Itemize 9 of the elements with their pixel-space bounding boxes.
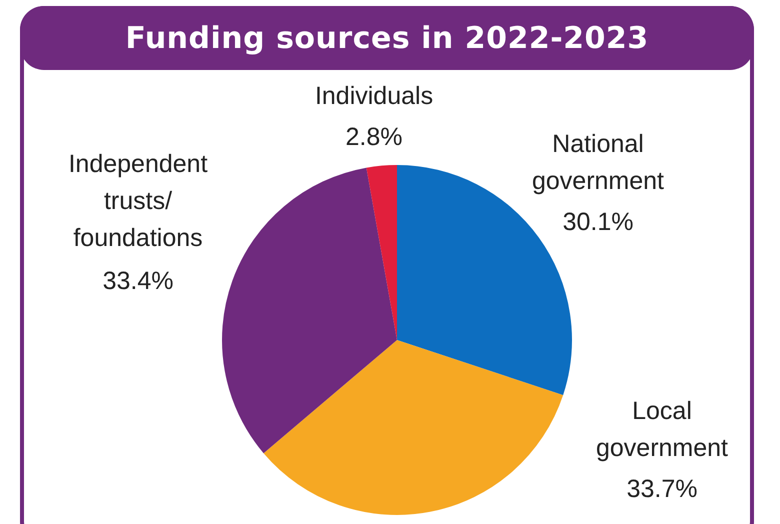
data-label: 33.4% xyxy=(102,266,174,295)
data-label: 2.8% xyxy=(346,122,402,151)
data-label: 33.7% xyxy=(626,474,698,503)
slice-label: Independent trusts/ foundations xyxy=(68,150,208,252)
chart-title: Funding sources in 2022-2023 xyxy=(20,6,754,70)
slice-label: Local government xyxy=(596,396,728,462)
slice-label: Individuals xyxy=(314,82,434,110)
data-label: 30.1% xyxy=(562,208,634,236)
slice-label: National government xyxy=(532,130,664,195)
